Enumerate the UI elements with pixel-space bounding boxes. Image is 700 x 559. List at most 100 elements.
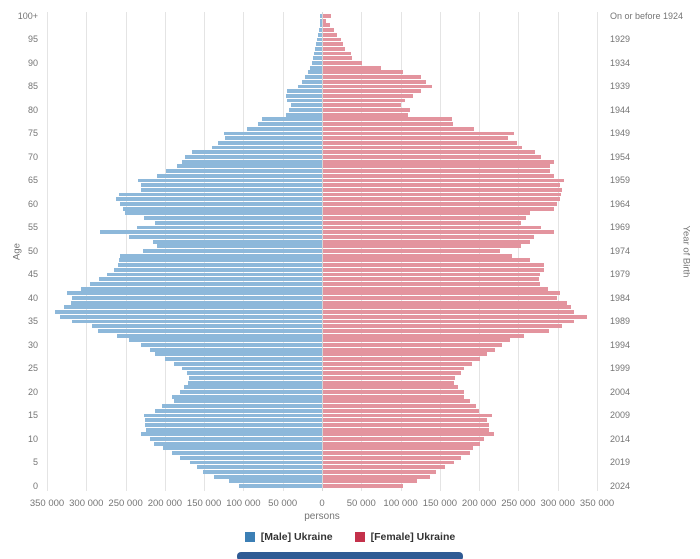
male-bar-age-72[interactable] <box>212 145 322 150</box>
male-bar-age-3[interactable] <box>203 469 322 474</box>
male-bar-age-11[interactable] <box>140 432 322 437</box>
female-bar-age-54[interactable] <box>322 230 554 235</box>
female-bar-age-73[interactable] <box>322 140 518 145</box>
female-bar-age-19[interactable] <box>322 394 464 399</box>
timeline-slider-bar[interactable] <box>237 552 463 559</box>
male-bar-age-27[interactable] <box>164 357 322 362</box>
male-bar-age-45[interactable] <box>106 272 322 277</box>
female-bar-age-55[interactable] <box>322 225 541 230</box>
female-bar-age-58[interactable] <box>322 211 530 216</box>
female-bar-age-51[interactable] <box>322 244 522 249</box>
male-bar-age-9[interactable] <box>153 441 322 446</box>
male-bar-age-46[interactable] <box>113 267 322 272</box>
male-bar-age-65[interactable] <box>138 178 322 183</box>
legend-item-female[interactable]: [Female] Ukraine <box>354 531 455 543</box>
male-bar-age-33[interactable] <box>98 328 322 333</box>
female-bar-age-12[interactable] <box>322 427 490 432</box>
female-bar-age-67[interactable] <box>322 169 551 173</box>
female-bar-age-93[interactable] <box>322 46 346 51</box>
male-bar-age-69[interactable] <box>182 159 322 164</box>
male-bar-age-41[interactable] <box>66 291 322 296</box>
female-bar-age-64[interactable] <box>322 183 560 188</box>
male-bar-age-4[interactable] <box>197 465 322 470</box>
female-bar-age-34[interactable] <box>322 324 563 329</box>
male-bar-age-62[interactable] <box>119 192 322 197</box>
male-bar-age-75[interactable] <box>223 131 322 136</box>
male-bar-age-12[interactable] <box>146 427 322 432</box>
male-bar-age-77[interactable] <box>258 122 322 126</box>
male-bar-age-67[interactable] <box>166 169 322 173</box>
male-bar-age-26[interactable] <box>173 361 322 366</box>
male-bar-age-0[interactable] <box>238 484 322 488</box>
male-bar-age-52[interactable] <box>153 239 322 244</box>
female-bar-age-85[interactable] <box>322 84 432 89</box>
male-bar-age-100[interactable] <box>320 14 322 18</box>
male-bar-age-19[interactable] <box>171 394 322 399</box>
female-bar-age-50[interactable] <box>322 249 501 253</box>
male-bar-age-59[interactable] <box>123 206 322 211</box>
female-bar-age-42[interactable] <box>322 286 548 291</box>
male-bar-age-92[interactable] <box>314 51 322 56</box>
male-bar-age-66[interactable] <box>157 173 322 178</box>
female-bar-age-32[interactable] <box>322 333 524 338</box>
female-bar-age-31[interactable] <box>322 338 511 343</box>
female-bar-age-27[interactable] <box>322 357 481 362</box>
male-bar-age-95[interactable] <box>316 37 322 42</box>
female-bar-age-28[interactable] <box>322 352 487 357</box>
female-bar-age-44[interactable] <box>322 277 539 282</box>
female-bar-age-18[interactable] <box>322 399 471 404</box>
female-bar-age-38[interactable] <box>322 305 571 310</box>
female-bar-age-9[interactable] <box>322 441 481 446</box>
female-bar-age-71[interactable] <box>322 150 536 155</box>
female-bar-age-62[interactable] <box>322 192 562 197</box>
female-bar-age-90[interactable] <box>322 61 362 65</box>
female-bar-age-48[interactable] <box>322 258 530 263</box>
female-bar-age-35[interactable] <box>322 319 574 324</box>
female-bar-age-53[interactable] <box>322 234 534 239</box>
male-bar-age-16[interactable] <box>155 408 322 413</box>
female-bar-age-68[interactable] <box>322 164 551 169</box>
male-bar-age-98[interactable] <box>319 23 322 28</box>
female-bar-age-14[interactable] <box>322 418 487 423</box>
female-bar-age-83[interactable] <box>322 93 413 98</box>
female-bar-age-4[interactable] <box>322 465 446 470</box>
female-bar-age-60[interactable] <box>322 202 558 206</box>
female-bar-age-100[interactable] <box>322 14 332 18</box>
male-bar-age-83[interactable] <box>285 93 322 98</box>
male-bar-age-76[interactable] <box>247 126 322 131</box>
female-bar-age-25[interactable] <box>322 366 464 371</box>
male-bar-age-24[interactable] <box>186 371 322 376</box>
male-bar-age-13[interactable] <box>145 422 322 427</box>
male-bar-age-64[interactable] <box>140 183 322 188</box>
male-bar-age-22[interactable] <box>188 380 322 385</box>
male-bar-age-5[interactable] <box>190 460 322 465</box>
male-bar-age-84[interactable] <box>287 89 322 94</box>
male-bar-age-90[interactable] <box>311 61 322 65</box>
female-bar-age-95[interactable] <box>322 37 341 42</box>
male-bar-age-60[interactable] <box>120 202 322 206</box>
male-bar-age-50[interactable] <box>142 249 322 253</box>
male-bar-age-81[interactable] <box>290 103 322 108</box>
male-bar-age-54[interactable] <box>99 230 322 235</box>
male-bar-age-74[interactable] <box>225 136 322 141</box>
female-bar-age-86[interactable] <box>322 79 427 84</box>
female-bar-age-13[interactable] <box>322 422 490 427</box>
male-bar-age-93[interactable] <box>314 46 322 51</box>
female-bar-age-3[interactable] <box>322 469 436 474</box>
female-bar-age-66[interactable] <box>322 173 554 178</box>
female-bar-age-6[interactable] <box>322 455 461 460</box>
male-bar-age-49[interactable] <box>120 253 322 258</box>
male-bar-age-32[interactable] <box>116 333 322 338</box>
female-bar-age-72[interactable] <box>322 145 523 150</box>
female-bar-age-57[interactable] <box>322 216 526 220</box>
female-bar-age-23[interactable] <box>322 375 456 380</box>
male-bar-age-15[interactable] <box>143 413 322 418</box>
male-bar-age-7[interactable] <box>171 451 322 456</box>
female-bar-age-26[interactable] <box>322 361 472 366</box>
male-bar-age-89[interactable] <box>310 65 322 70</box>
male-bar-age-42[interactable] <box>80 286 322 291</box>
male-bar-age-34[interactable] <box>91 324 322 329</box>
female-bar-age-56[interactable] <box>322 220 521 225</box>
male-bar-age-40[interactable] <box>72 296 322 300</box>
male-bar-age-37[interactable] <box>54 310 322 315</box>
